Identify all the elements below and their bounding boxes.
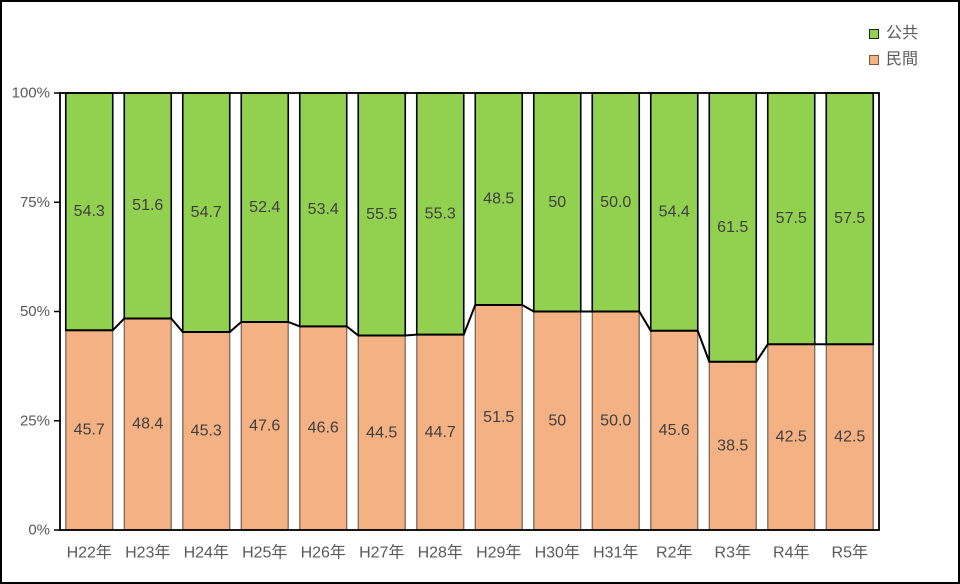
bar-value-label-private: 42.5 — [776, 429, 807, 446]
bar-value-label-public: 54.3 — [74, 203, 105, 220]
bar-segment-public — [825, 92, 875, 346]
legend-swatch-private-icon — [868, 55, 879, 65]
bar-value-label-public: 55.3 — [425, 205, 456, 222]
bar-segment-public — [123, 92, 173, 320]
bar-segment-public — [532, 92, 582, 313]
bar-value-label-public: 50.0 — [600, 194, 631, 211]
bar-value-label-public: 54.7 — [191, 204, 222, 221]
bar-value-label-private: 44.7 — [425, 424, 456, 441]
bar-value-label-public: 54.4 — [659, 203, 690, 220]
bar-segment-private — [767, 343, 816, 531]
bar-value-label-private: 45.3 — [191, 423, 222, 440]
bar-value-label-private: 51.5 — [483, 409, 514, 426]
category-label: R5年 — [832, 544, 868, 562]
bar-value-label-public: 57.5 — [776, 210, 807, 227]
category-label: H30年 — [535, 544, 580, 562]
bar-segment-public — [181, 92, 231, 333]
category-label: H25年 — [242, 544, 287, 562]
category-label: H31年 — [593, 544, 638, 562]
bar-segment-private — [533, 310, 582, 531]
bar-value-label-public: 50 — [548, 194, 566, 211]
bar-segment-public — [240, 92, 290, 323]
y-axis-label: 25% — [20, 412, 50, 429]
legend: 公共 民間 — [868, 21, 918, 73]
legend-swatch-public-icon — [868, 29, 879, 39]
bar-value-label-public: 61.5 — [717, 219, 748, 236]
bar-value-label-public: 51.6 — [132, 197, 163, 214]
legend-item-private: 民間 — [868, 47, 918, 73]
bar-value-label-private: 45.7 — [74, 422, 105, 439]
bar-segment-private — [708, 361, 757, 531]
bar-segment-public — [708, 92, 758, 363]
legend-label-public: 公共 — [885, 25, 918, 42]
bar-value-label-private: 46.6 — [308, 420, 339, 437]
category-label: H26年 — [301, 544, 346, 562]
y-axis-label: 100% — [12, 85, 50, 102]
bar-value-label-private: 47.6 — [249, 417, 280, 434]
bar-segment-public — [298, 92, 348, 328]
bar-segment-private — [650, 330, 699, 531]
y-axis-label: 50% — [20, 303, 50, 320]
bar-value-label-private: 50 — [548, 412, 566, 429]
bar-segment-public — [766, 92, 816, 346]
category-label: H24年 — [184, 544, 229, 562]
bar-segment-private — [825, 343, 874, 531]
bar-value-label-public: 48.5 — [483, 190, 514, 207]
category-label: H23年 — [125, 544, 170, 562]
legend-item-public: 公共 — [868, 21, 918, 47]
category-label: H28年 — [418, 544, 463, 562]
category-label: R3年 — [715, 544, 751, 562]
legend-label-private: 民間 — [885, 51, 918, 68]
bar-value-label-private: 50.0 — [600, 412, 631, 429]
category-label: R4年 — [773, 544, 809, 562]
y-axis-label: 75% — [20, 194, 50, 211]
category-label: H27年 — [359, 544, 404, 562]
category-label: R2年 — [656, 544, 692, 562]
category-label: H22年 — [67, 544, 112, 562]
series-boundary-line — [65, 303, 874, 363]
bar-value-label-public: 53.4 — [308, 201, 339, 218]
bar-value-label-public: 57.5 — [834, 210, 865, 227]
bar-value-label-private: 38.5 — [717, 437, 748, 454]
bar-segment-public — [357, 92, 407, 337]
bar-segment-public — [474, 92, 524, 306]
bar-value-label-public: 52.4 — [249, 199, 280, 216]
bar-segment-public — [591, 92, 641, 313]
bar-segment-private — [357, 334, 406, 531]
bar-value-label-private: 44.5 — [366, 424, 397, 441]
bar-segment-private — [591, 310, 640, 531]
y-axis-label: 0% — [28, 522, 50, 539]
bar-value-label-private: 45.6 — [659, 422, 690, 439]
bar-value-label-private: 42.5 — [834, 429, 865, 446]
bar-value-label-public: 55.5 — [366, 206, 397, 223]
bar-segment-public — [64, 92, 114, 332]
category-label: H29年 — [476, 544, 521, 562]
bar-segment-private — [65, 329, 114, 531]
bar-value-label-private: 48.4 — [132, 416, 163, 433]
